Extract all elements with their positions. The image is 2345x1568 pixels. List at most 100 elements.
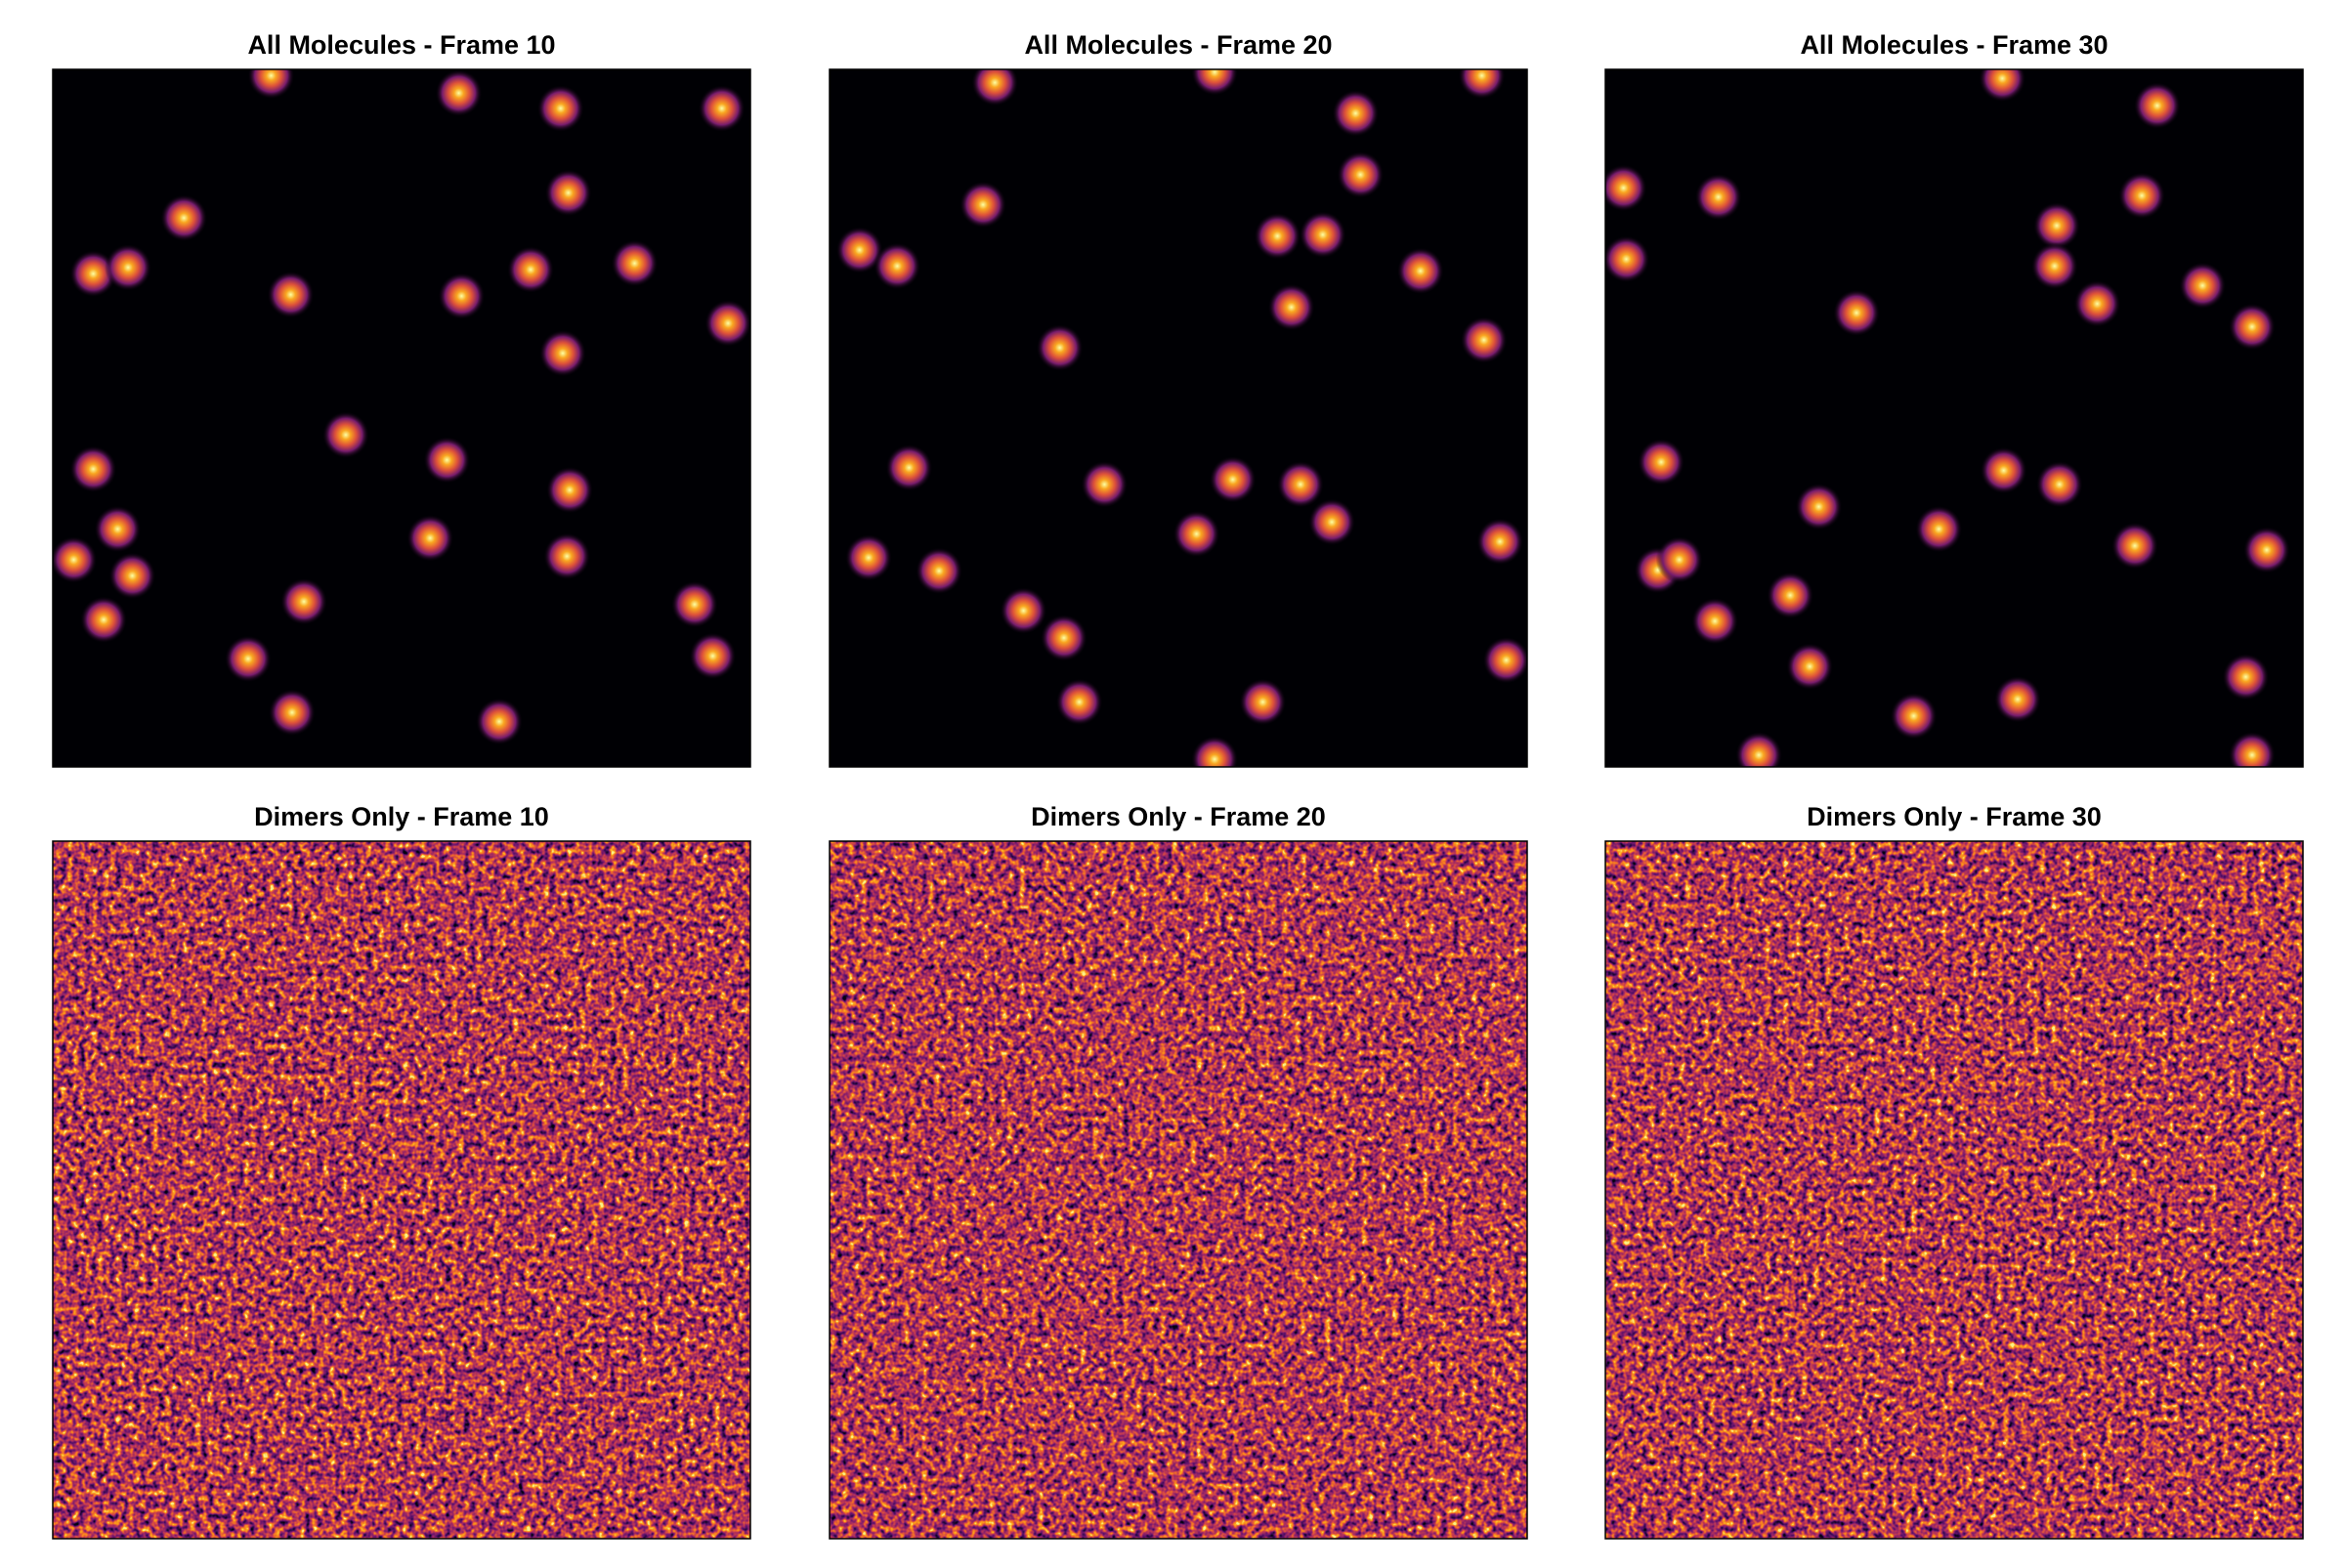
panel: Dimers Only - Frame 30 — [1604, 802, 2304, 1540]
molecule-spot — [1396, 247, 1444, 295]
molecule-spot — [94, 505, 142, 553]
molecule-spot — [2242, 526, 2290, 573]
panel-frame — [52, 840, 751, 1540]
panel-frame — [1604, 68, 2304, 768]
image-background — [830, 69, 1527, 767]
molecule-spot — [247, 69, 295, 100]
molecule-spot — [160, 194, 208, 242]
molecule-spot — [1055, 678, 1103, 726]
molecule-spot — [1000, 587, 1047, 635]
molecule-spot — [280, 577, 328, 625]
molecule-spot — [438, 273, 486, 320]
molecule-spot — [1786, 643, 1834, 691]
panel-title: Dimers Only - Frame 20 — [1031, 802, 1326, 831]
molecule-spot — [844, 533, 892, 581]
molecule-spot — [53, 535, 98, 583]
noise-image — [830, 841, 1527, 1539]
molecule-spot — [1209, 455, 1257, 503]
molecule-spot — [2030, 242, 2078, 290]
noise-image — [53, 841, 750, 1539]
molecule-spot — [69, 250, 117, 298]
molecule-spot — [435, 69, 483, 117]
panel-frame — [829, 840, 1528, 1540]
molecule-spot — [406, 514, 454, 562]
molecule-spot — [2073, 279, 2121, 327]
molecule-spot — [1332, 89, 1380, 137]
panel: Dimers Only - Frame 10 — [52, 802, 751, 1540]
panel-frame — [1604, 840, 2304, 1540]
molecule-spot — [1638, 438, 1685, 486]
molecule-spot — [1993, 675, 2041, 723]
image-background — [1605, 69, 2303, 767]
molecule-spot — [1308, 498, 1356, 546]
image-content — [1605, 69, 2290, 767]
panel-frame — [829, 68, 1528, 768]
molecule-spot — [1979, 69, 2026, 103]
molecule-spot — [1458, 69, 1506, 100]
molecule-spot — [689, 632, 737, 680]
molecule-spot — [916, 547, 963, 595]
molecule-spot — [1890, 692, 1938, 740]
image-content — [53, 69, 750, 745]
molecule-spot — [1915, 505, 1963, 553]
molecule-spot — [1605, 235, 1650, 283]
molecule-spot — [971, 69, 1019, 106]
panel-frame — [52, 68, 751, 768]
molecule-spot — [1267, 283, 1315, 331]
molecule-spot — [1767, 572, 1814, 619]
molecule-spot — [1254, 212, 1301, 260]
molecule-spot — [2222, 653, 2270, 700]
molecule-spot — [69, 445, 117, 493]
molecule-spot — [2110, 522, 2158, 570]
molecule-spot — [475, 698, 523, 745]
molecule-spot — [959, 181, 1007, 229]
molecule-spot — [2032, 201, 2080, 249]
molecule-spot — [1476, 518, 1524, 566]
molecule-spot — [2118, 172, 2166, 220]
molecule-spot — [835, 226, 883, 274]
molecule-spot — [2179, 262, 2227, 310]
panel: All Molecules - Frame 10 — [52, 30, 751, 768]
image-content — [830, 841, 1527, 1539]
molecule-spot — [267, 271, 315, 318]
molecule-spot — [1191, 736, 1239, 767]
molecule-spot — [1172, 510, 1220, 558]
molecule-spot — [224, 635, 272, 683]
panel-title: All Molecules - Frame 30 — [1800, 30, 2108, 60]
molecule-spot — [2133, 82, 2181, 130]
panel-title: Dimers Only - Frame 10 — [254, 802, 549, 831]
molecule-spot — [1655, 535, 1703, 583]
molecule-spot — [1795, 483, 1843, 530]
panel-title: All Molecules - Frame 10 — [247, 30, 555, 60]
molecule-spot — [1482, 636, 1527, 684]
molecule-spot — [1081, 460, 1129, 508]
panel-title: Dimers Only - Frame 30 — [1807, 802, 2102, 831]
molecule-spot — [1299, 211, 1346, 259]
molecule-spot — [1460, 317, 1508, 364]
molecule-spot — [108, 552, 156, 600]
molecule-spot — [1036, 323, 1084, 371]
molecule-spot — [1191, 69, 1239, 96]
molecule-spot — [2035, 460, 2083, 508]
molecule-spot — [268, 689, 316, 737]
image-content — [835, 69, 1527, 767]
molecule-spot — [670, 580, 718, 628]
panel: All Molecules - Frame 30 — [1604, 30, 2304, 768]
molecule-spot — [507, 245, 555, 293]
panel: All Molecules - Frame 20 — [829, 30, 1528, 768]
molecule-spot — [423, 436, 471, 484]
molecule-spot — [321, 411, 369, 459]
molecule-spot — [1276, 460, 1324, 508]
molecule-spot — [544, 169, 592, 217]
panel: Dimers Only - Frame 20 — [829, 802, 1528, 1540]
molecule-spot — [2228, 303, 2276, 351]
molecule-spot — [538, 329, 586, 377]
molecule-spot — [1239, 678, 1287, 726]
molecule-spot — [1605, 164, 1647, 212]
molecule-spot — [1337, 150, 1385, 198]
molecule-spot — [1040, 614, 1087, 661]
molecule-spot — [1833, 289, 1881, 337]
molecule-spot — [105, 243, 152, 291]
